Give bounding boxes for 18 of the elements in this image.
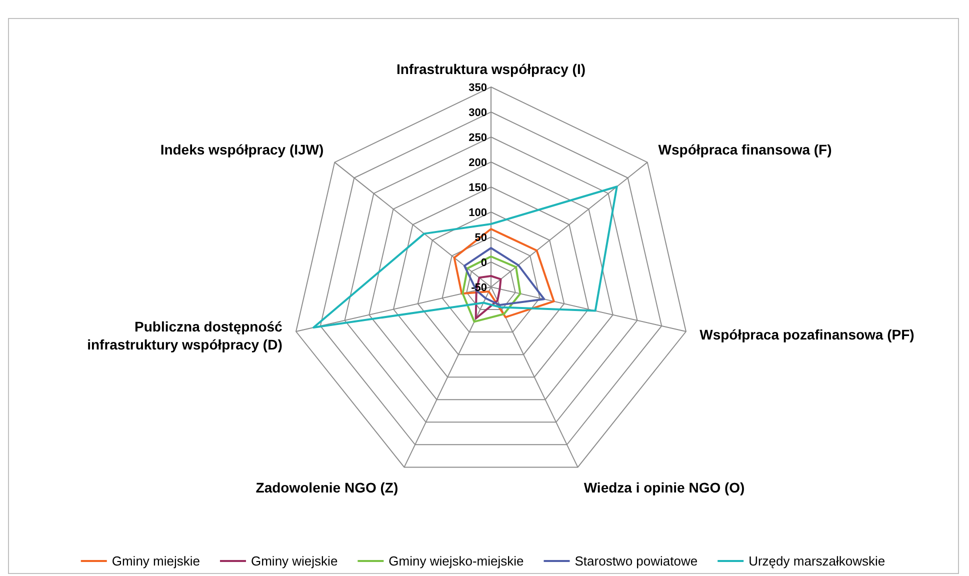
legend-label: Gminy miejskie [112,554,200,569]
legend-label: Gminy wiejskie [250,554,338,569]
spoke-label: Publiczna dostępność infrastruktury współpracy (D) [87,318,283,353]
spoke-label: Zadowolenie NGO (Z) [256,480,398,496]
y-tick-label: 100 [468,206,487,219]
y-tick-label: 300 [468,106,487,119]
y-tick-label: 350 [468,82,487,94]
spoke-label: Współpraca pozafinansowa (PF) [700,326,914,343]
spoke-label: Infrastruktura współpracy (I) [396,60,586,77]
y-tick-label: 150 [468,182,487,194]
legend-label: Urzędy marszałkowskie [748,554,886,569]
spoke-label: Indeks współpracy (IJW) [160,141,324,158]
legend-label: Starostwo powiatowe [574,554,698,569]
y-tick-label: 250 [468,132,487,144]
legend-label: Gminy wiejsko-miejskie [388,554,524,569]
spoke-label: Wiedza i opinie NGO (O) [584,480,745,496]
spoke-label: Współpraca finansowa (F) [658,141,832,158]
y-tick-label: 200 [468,156,487,169]
